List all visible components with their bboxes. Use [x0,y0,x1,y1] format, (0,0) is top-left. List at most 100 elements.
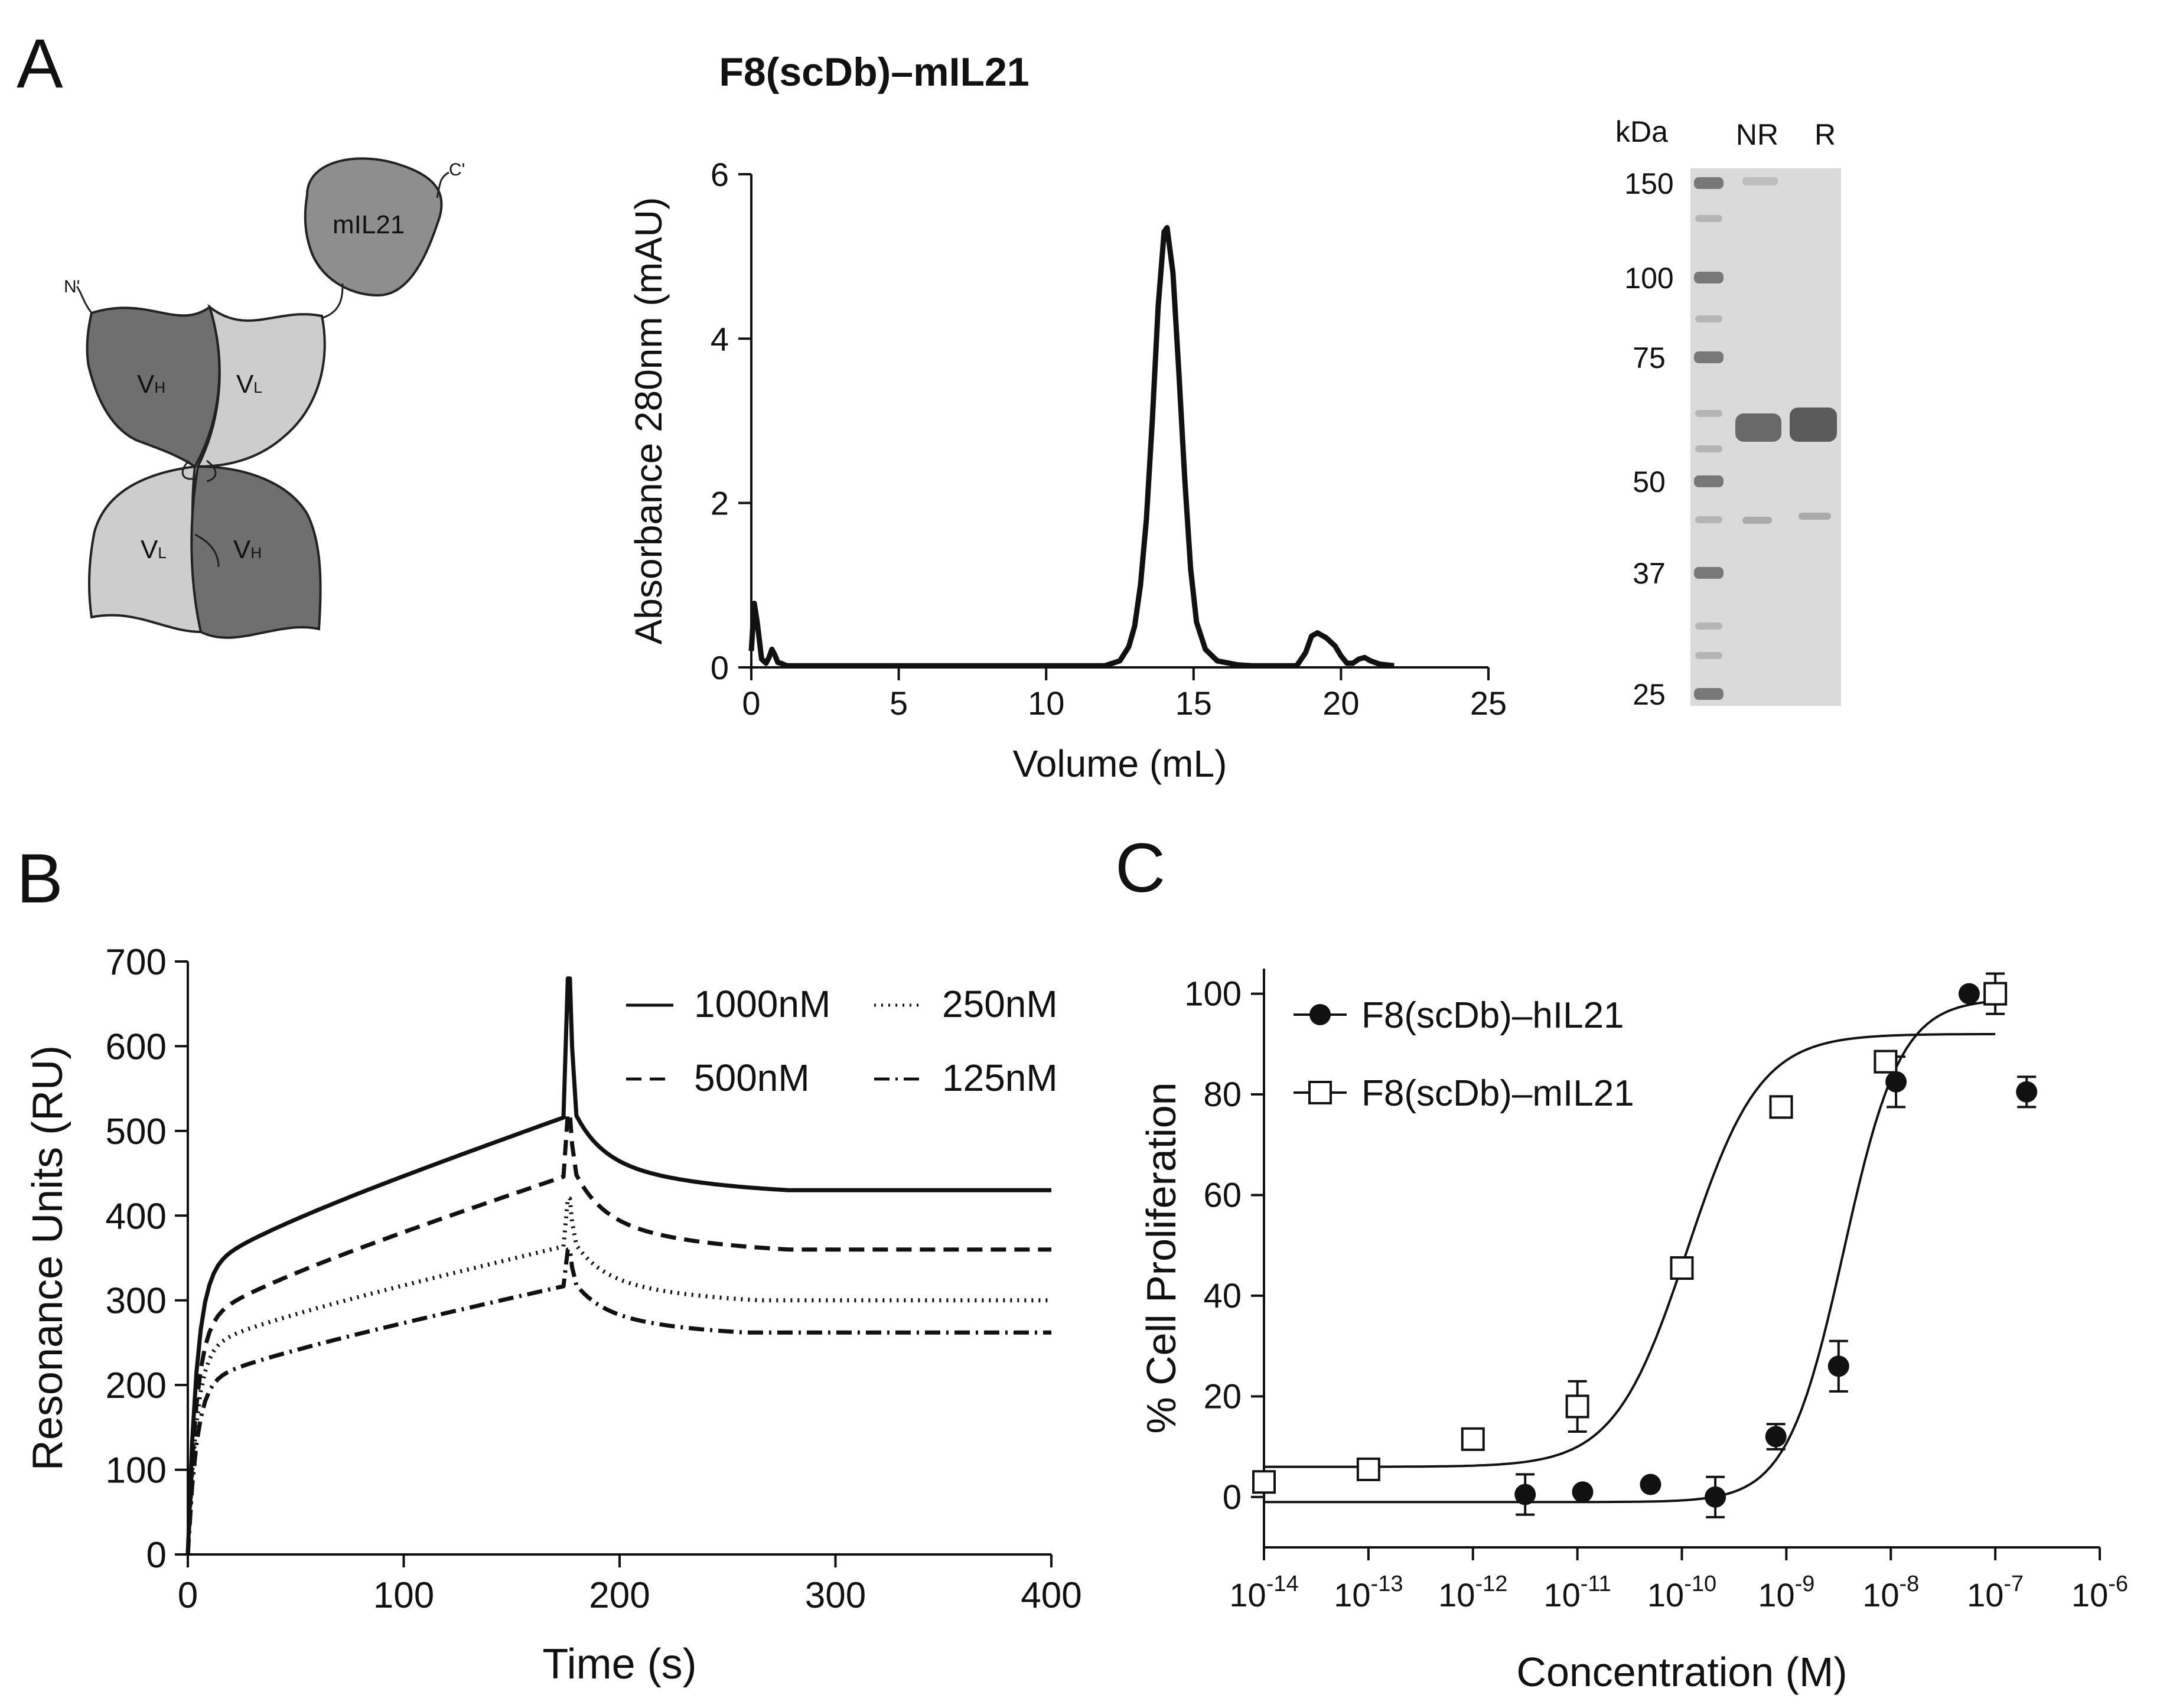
prolif-point-mil21 [1670,1256,1694,1280]
sec-x-axis-title: Volume (mL) [1013,742,1227,785]
prolif-fit-curve-1 [1264,1032,1996,1468]
sec-x-tick-label: 20 [1322,684,1359,722]
gel-marker-band [1694,475,1724,487]
sec-chart-title: F8(scDb)–mIL21 [719,50,1029,94]
gel-marker-label: 25 [1633,678,1666,711]
gel-band-nr [1735,413,1781,442]
sec-y-axis-title: Absorbance 280nm (mAU) [627,197,670,645]
n-terminus-label: N' [64,277,80,296]
gel-band-r-minor [1799,513,1831,520]
bottom-vh-domain [190,465,322,639]
sec-x-tick-label: 5 [890,684,908,722]
spr-y-tick-label: 400 [106,1196,167,1237]
gel-ladder-faint-band [1695,516,1722,523]
sec-y-tick-label: 0 [711,649,729,686]
spr-y-tick-label: 500 [106,1111,167,1152]
spr-y-tick-label: 600 [106,1026,167,1067]
prolif-y-tick-label: 60 [1203,1176,1242,1214]
prolif-legend-marker [1309,1004,1331,1025]
gel-marker-band [1694,688,1724,700]
prolif-point-hil21 [1958,983,1980,1005]
domain-linker-2 [206,459,217,483]
prolif-legend-label: F8(scDb)–hIL21 [1361,995,1624,1036]
prolif-y-axis-title: % Cell Proliferation [1138,1082,1184,1433]
bottom-vh-label: VH [233,535,262,564]
top-vh-label: VH [137,370,165,399]
prolif-point-hil21 [1572,1481,1594,1503]
prolif-point-hil21 [1514,1484,1536,1505]
spr-series-line-500nM [185,1111,1051,1555]
prolif-y-tick-label: 20 [1203,1377,1242,1416]
spr-x-tick-label: 300 [805,1575,866,1616]
sec-x-tick-label: 15 [1175,684,1212,722]
domain-linker-1 [181,459,196,480]
prolif-point-hil21 [1827,1355,1849,1377]
spr-x-tick-label: 100 [373,1575,434,1616]
prolif-legend-marker [1308,1081,1332,1104]
prolif-y-tick-label: 0 [1223,1478,1242,1517]
domain-linker-3 [194,533,220,568]
prolif-point-hil21 [1765,1426,1787,1448]
spr-y-tick-label: 700 [106,942,167,983]
top-vl-domain [196,304,326,468]
spr-y-tick-label: 300 [106,1281,167,1322]
spr-legend-label: 250nM [942,983,1058,1025]
prolif-x-tick-label: 10-11 [1543,1572,1611,1614]
spr-series-line-1000nM [185,976,1051,1555]
gel-marker-band [1694,567,1724,579]
prolif-point-mil21 [1356,1457,1380,1481]
prolif-x-tick-label: 10-12 [1438,1572,1507,1614]
spr-legend-label: 500nM [694,1057,810,1099]
spr-x-tick-label: 200 [589,1575,650,1616]
gel-marker-label: 75 [1633,341,1666,374]
mil21-domain [304,157,443,297]
gel-marker-label: 37 [1633,557,1666,590]
prolif-x-tick-label: 10-7 [1967,1572,2024,1614]
spr-series-line-125nM [185,1247,1051,1555]
prolif-x-tick-label: 10-8 [1862,1572,1919,1614]
gel-marker-label: 150 [1624,167,1673,200]
prolif-point-hil21 [1705,1486,1726,1508]
gel-ladder-faint-band [1695,215,1722,222]
sec-trace-line [748,225,1395,669]
spr-x-axis-title: Time (s) [542,1641,696,1688]
prolif-x-tick-label: 10-6 [2071,1572,2128,1614]
gel-marker-band [1694,351,1724,363]
gel-ladder-faint-band [1695,445,1722,452]
prolif-point-hil21 [1885,1071,1907,1093]
panel-label-a: A [17,25,63,103]
gel-lane-label-nr: NR [1736,118,1778,151]
spr-chart: 0 100 200 300 400 0 100 200 300 400 500 600 700 Time … [24,942,1082,1688]
gel-band-nr-minor [1742,517,1772,524]
spr-legend-label: 1000nM [694,983,830,1025]
gel-unit-label: kDa [1615,115,1668,148]
top-vh-domain [86,305,221,468]
gel-ladder-faint-band [1695,652,1722,659]
gel-lane-label-r: R [1814,118,1836,151]
prolif-point-mil21 [1461,1427,1485,1451]
prolif-x-tick-label: 10-9 [1758,1572,1814,1614]
spr-y-tick-label: 0 [146,1535,167,1576]
gel-marker-band [1694,272,1724,283]
spr-y-tick-label: 200 [106,1365,167,1406]
spr-y-tick-label: 100 [106,1451,167,1491]
c-terminus-tail [436,171,449,198]
prolif-point-mil21 [1983,982,2008,1006]
spr-series-line-250nM [185,1197,1051,1555]
sec-x-tick-label: 0 [742,684,760,722]
spr-y-axis-title: Resonance Units (RU) [24,1045,71,1471]
panel-label-b: B [17,840,63,918]
gel-marker-label: 50 [1633,465,1666,498]
sec-y-tick-label: 4 [711,320,729,357]
cytokine-linker [318,283,344,320]
spr-x-tick-label: 400 [1021,1575,1081,1616]
sec-y-tick-label: 2 [711,485,729,522]
sec-chart: 0 5 10 15 20 25 0 2 4 6 Volume (mL) Absorbance 280n… [627,156,1507,785]
prolif-x-axis-title: Concentration (M) [1516,1649,1847,1695]
prolif-x-tick-label: 10-13 [1334,1572,1403,1614]
prolif-fit-curve-0 [1264,1000,1996,1504]
prolif-y-tick-label: 40 [1203,1277,1242,1315]
panel-label-c: C [1115,829,1165,907]
prolif-point-mil21 [1565,1394,1589,1419]
